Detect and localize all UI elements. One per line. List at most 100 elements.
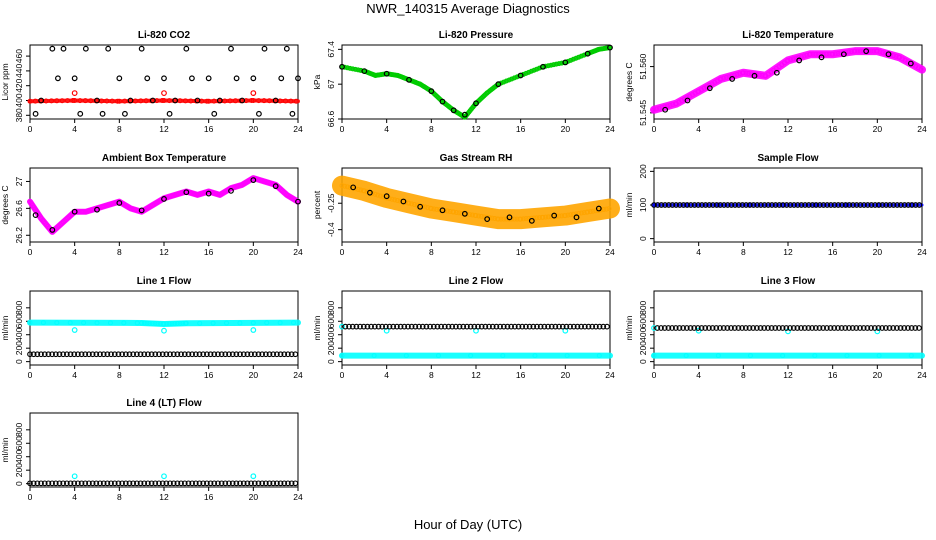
data-point xyxy=(868,48,874,54)
y-tick-label: 800 xyxy=(638,300,648,314)
data-point xyxy=(787,202,794,208)
x-tick-label: 8 xyxy=(117,370,122,380)
data-point xyxy=(816,325,823,331)
x-tick-label: 20 xyxy=(561,124,571,134)
data-point xyxy=(842,325,849,331)
data-point xyxy=(728,325,734,331)
data-point xyxy=(75,351,81,358)
data-point xyxy=(100,480,107,487)
data-point xyxy=(735,202,742,208)
data-point xyxy=(59,98,65,104)
data-point xyxy=(51,228,57,234)
data-point xyxy=(274,480,280,487)
data-point xyxy=(445,323,452,330)
data-point xyxy=(545,63,551,69)
data-point xyxy=(860,325,867,331)
data-point xyxy=(687,325,694,331)
data-point xyxy=(181,351,188,358)
x-tick-label: 12 xyxy=(783,247,793,257)
data-point xyxy=(746,202,753,208)
data-point xyxy=(461,210,468,217)
data-point xyxy=(229,480,236,487)
data-point xyxy=(266,98,272,104)
data-point xyxy=(172,321,178,327)
y-tick-label: 26.6 xyxy=(14,200,24,217)
data-point xyxy=(174,321,180,327)
data-point xyxy=(600,323,607,330)
data-point xyxy=(798,202,805,208)
data-point xyxy=(352,66,358,72)
data-point xyxy=(183,320,189,326)
data-point xyxy=(590,208,596,214)
data-point xyxy=(159,98,165,104)
x-tick-label: 16 xyxy=(516,370,526,380)
data-point xyxy=(852,48,858,54)
y-tick-label: 460 xyxy=(14,49,24,63)
data-point xyxy=(721,202,727,208)
data-point xyxy=(534,323,540,330)
data-point xyxy=(809,325,815,331)
data-point xyxy=(787,325,793,331)
x-tick-label: 16 xyxy=(204,370,214,380)
data-point xyxy=(578,53,584,59)
x-tick-label: 4 xyxy=(72,124,77,134)
data-point xyxy=(192,351,199,358)
data-point xyxy=(49,226,56,233)
data-point xyxy=(802,202,808,208)
data-point xyxy=(753,325,760,331)
data-point xyxy=(838,50,844,56)
data-point xyxy=(528,217,535,224)
data-point xyxy=(665,202,672,208)
data-point xyxy=(824,202,831,208)
data-point xyxy=(585,323,592,330)
data-point xyxy=(67,320,73,326)
data-point xyxy=(718,76,724,82)
data-point xyxy=(477,97,483,103)
data-point xyxy=(493,323,500,330)
data-point xyxy=(835,202,842,208)
data-point xyxy=(820,325,827,331)
data-point xyxy=(471,323,478,330)
data-point xyxy=(890,202,897,208)
data-point xyxy=(857,325,863,331)
data-point xyxy=(909,202,915,208)
data-point xyxy=(567,323,573,330)
data-point xyxy=(250,75,257,82)
x-tick-label: 0 xyxy=(340,124,345,134)
data-point xyxy=(196,480,203,487)
chart-panel: Li-820 Pressure kPa 0 4 8 12 16 20 24 66.6 67 67.4 xyxy=(312,30,615,134)
data-point xyxy=(812,325,819,331)
data-point xyxy=(434,93,440,99)
data-point xyxy=(233,351,240,358)
data-point xyxy=(570,323,577,330)
data-point xyxy=(739,202,746,208)
data-point xyxy=(438,323,445,330)
data-point xyxy=(383,193,390,200)
data-point xyxy=(111,351,118,358)
data-point xyxy=(226,351,232,358)
data-point xyxy=(695,202,702,208)
data-point xyxy=(861,202,867,208)
data-point xyxy=(108,480,114,487)
data-point xyxy=(691,325,698,331)
data-point xyxy=(603,206,609,212)
y-tick-label: 0 xyxy=(14,359,24,364)
data-point xyxy=(879,202,886,208)
chart-panel: Li-820 Temperature degrees C 0 4 8 12 16 20 24 51… xyxy=(624,30,927,134)
data-point xyxy=(368,323,374,330)
data-point xyxy=(651,325,657,331)
x-tick-label: 0 xyxy=(28,492,33,502)
data-point xyxy=(706,325,712,331)
data-point xyxy=(835,325,841,331)
data-point xyxy=(431,206,437,212)
page-title: NWR_140315 Average Diagnostics xyxy=(366,1,570,16)
data-point xyxy=(794,202,801,208)
data-point xyxy=(857,202,864,208)
data-point xyxy=(178,351,184,358)
x-tick-label: 24 xyxy=(293,124,303,134)
data-point xyxy=(371,323,378,330)
data-point xyxy=(32,212,39,218)
data-point xyxy=(237,480,243,487)
data-point xyxy=(672,325,679,331)
data-point xyxy=(912,325,919,331)
